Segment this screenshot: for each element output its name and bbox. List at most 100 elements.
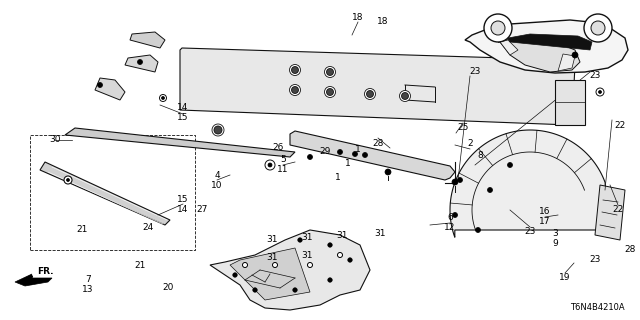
Text: 31: 31 <box>301 252 313 260</box>
Text: 13: 13 <box>83 285 93 294</box>
Text: 27: 27 <box>196 205 208 214</box>
Circle shape <box>348 258 352 262</box>
Polygon shape <box>595 185 625 240</box>
Circle shape <box>458 178 463 182</box>
Text: 3: 3 <box>552 229 558 238</box>
Polygon shape <box>465 20 628 73</box>
Polygon shape <box>450 130 605 237</box>
Circle shape <box>273 262 278 268</box>
Polygon shape <box>130 32 165 48</box>
Circle shape <box>598 91 602 93</box>
Circle shape <box>452 179 458 185</box>
Text: 30: 30 <box>49 135 61 145</box>
Polygon shape <box>500 40 518 55</box>
Polygon shape <box>95 78 125 100</box>
Circle shape <box>293 288 297 292</box>
Circle shape <box>401 92 408 100</box>
Text: 2: 2 <box>467 140 473 148</box>
Text: 9: 9 <box>552 239 558 249</box>
Circle shape <box>307 262 312 268</box>
Circle shape <box>596 88 604 96</box>
Text: 22: 22 <box>614 121 626 130</box>
Polygon shape <box>508 34 592 50</box>
Text: 28: 28 <box>372 139 384 148</box>
Circle shape <box>289 65 301 76</box>
Polygon shape <box>558 54 575 71</box>
Text: 14: 14 <box>177 205 189 214</box>
Circle shape <box>291 67 298 74</box>
Circle shape <box>353 151 358 156</box>
Text: 14: 14 <box>177 103 189 113</box>
Text: 31: 31 <box>266 236 278 244</box>
Text: 15: 15 <box>177 196 189 204</box>
Text: 23: 23 <box>589 70 601 79</box>
Text: 21: 21 <box>134 261 146 270</box>
Circle shape <box>212 124 224 136</box>
Circle shape <box>476 228 481 233</box>
Text: 31: 31 <box>301 234 313 243</box>
Text: 12: 12 <box>444 223 456 233</box>
Text: T6N4B4210A: T6N4B4210A <box>570 303 625 312</box>
Circle shape <box>337 252 342 258</box>
Circle shape <box>138 60 143 65</box>
Circle shape <box>399 91 410 101</box>
Circle shape <box>385 169 391 175</box>
Text: 31: 31 <box>266 253 278 262</box>
Circle shape <box>214 126 222 134</box>
Circle shape <box>243 262 248 268</box>
Text: 19: 19 <box>559 274 571 283</box>
Circle shape <box>326 89 333 95</box>
Circle shape <box>367 91 374 98</box>
Text: 18: 18 <box>352 13 364 22</box>
Text: 18: 18 <box>377 18 388 27</box>
Polygon shape <box>498 38 580 72</box>
Polygon shape <box>125 55 158 72</box>
Circle shape <box>253 288 257 292</box>
Text: 15: 15 <box>177 114 189 123</box>
Text: 23: 23 <box>469 68 481 76</box>
Circle shape <box>265 160 275 170</box>
Circle shape <box>572 52 578 58</box>
Text: 31: 31 <box>374 229 386 238</box>
Circle shape <box>159 94 166 101</box>
Circle shape <box>328 243 332 247</box>
Polygon shape <box>40 162 170 225</box>
Text: 31: 31 <box>336 231 348 241</box>
Circle shape <box>484 14 512 42</box>
Text: 24: 24 <box>142 223 154 233</box>
Circle shape <box>491 21 505 35</box>
Polygon shape <box>230 248 310 300</box>
Text: 1: 1 <box>345 159 351 169</box>
Text: 29: 29 <box>319 148 331 156</box>
Polygon shape <box>555 80 585 125</box>
Circle shape <box>64 176 72 184</box>
Circle shape <box>362 153 367 157</box>
Text: 28: 28 <box>624 245 636 254</box>
Text: 1: 1 <box>335 173 341 182</box>
Text: 1: 1 <box>355 146 361 155</box>
Circle shape <box>298 238 302 242</box>
Text: 17: 17 <box>540 218 551 227</box>
Text: 11: 11 <box>277 165 289 174</box>
Circle shape <box>328 278 332 282</box>
Text: FR.: FR. <box>36 268 53 276</box>
Text: 5: 5 <box>280 156 286 164</box>
Circle shape <box>289 84 301 95</box>
Polygon shape <box>210 230 370 310</box>
Text: 16: 16 <box>540 207 551 217</box>
Polygon shape <box>290 131 455 180</box>
Text: 8: 8 <box>477 150 483 159</box>
Circle shape <box>326 68 333 76</box>
Circle shape <box>584 14 612 42</box>
Circle shape <box>591 21 605 35</box>
Text: 23: 23 <box>524 228 536 236</box>
Circle shape <box>97 83 102 87</box>
Circle shape <box>508 163 513 167</box>
Circle shape <box>67 179 70 181</box>
Text: 6: 6 <box>447 213 453 222</box>
Polygon shape <box>15 274 52 286</box>
Circle shape <box>233 273 237 277</box>
Circle shape <box>291 86 298 93</box>
Circle shape <box>324 67 335 77</box>
Circle shape <box>161 97 164 100</box>
